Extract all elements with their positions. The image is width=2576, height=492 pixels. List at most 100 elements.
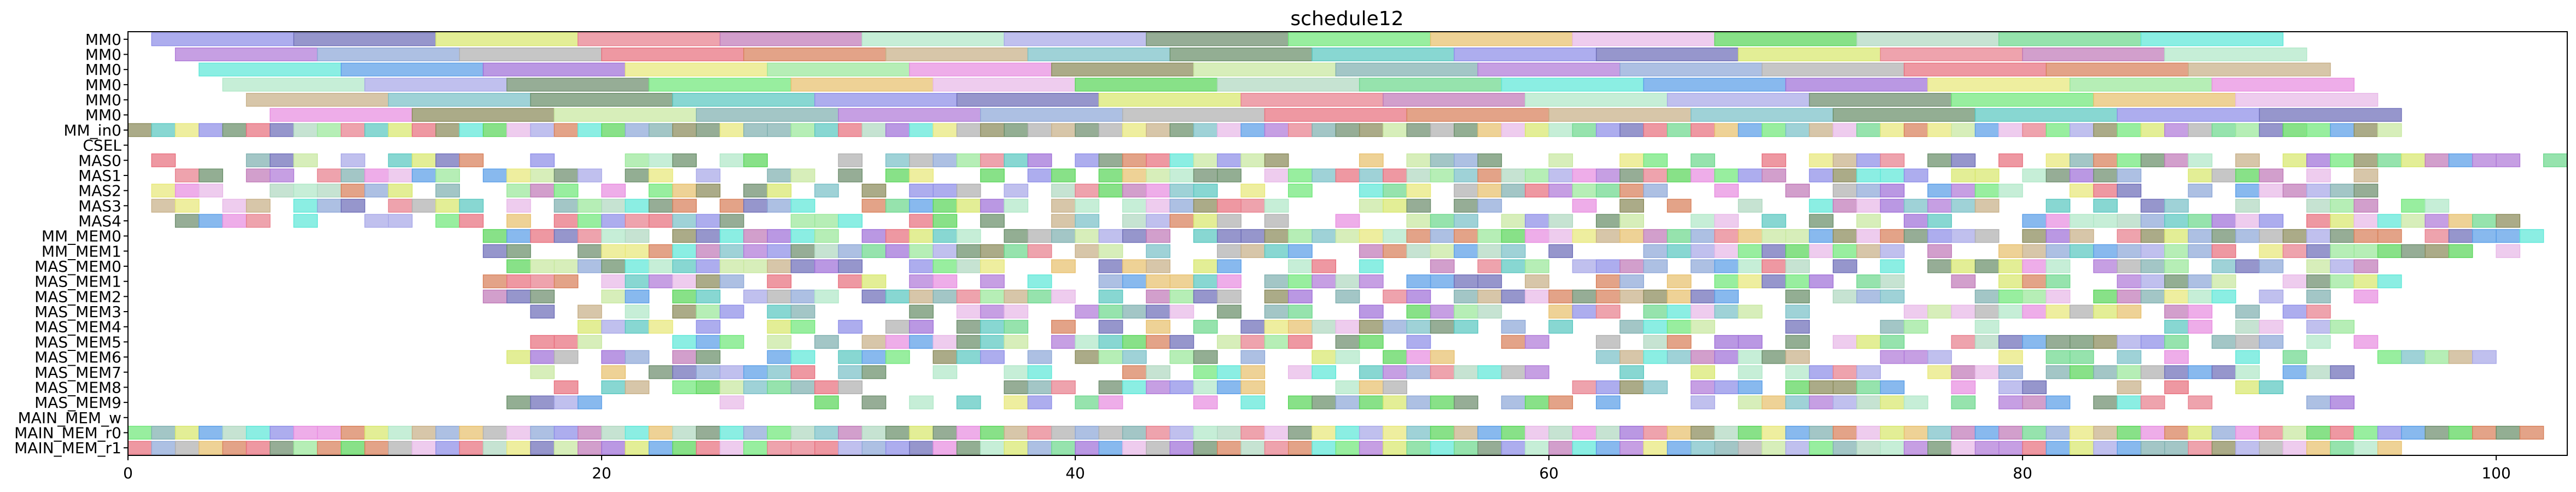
task-cell (1786, 336, 1809, 349)
task-cell (1715, 426, 1738, 440)
task-cell (1241, 230, 1264, 243)
task-cell (2165, 199, 2188, 212)
task-cell (1951, 124, 1975, 137)
task-cell (2094, 336, 2117, 349)
task-cell (2307, 441, 2330, 454)
task-bar (1549, 108, 1691, 121)
task-cell (815, 260, 838, 273)
task-cell (2330, 199, 2354, 212)
task-cell (1217, 366, 1241, 379)
task-cell (531, 336, 554, 349)
task-cell (2023, 214, 2046, 227)
task-cell (910, 230, 933, 243)
task-cell (2520, 426, 2543, 440)
task-cell (1004, 245, 1028, 258)
task-cell (649, 426, 673, 440)
task-cell (1738, 441, 1762, 454)
task-cell (1241, 336, 1264, 349)
task-cell (625, 260, 649, 273)
task-cell (1431, 320, 1454, 333)
task-cell (294, 214, 317, 227)
task-cell (1999, 184, 2023, 197)
task-cell (1928, 245, 1951, 258)
task-cell (2141, 199, 2165, 212)
task-bar (767, 63, 910, 76)
task-cell (1999, 350, 2023, 364)
task-cell (1525, 336, 1549, 349)
task-cell (1762, 124, 1786, 137)
task-cell (815, 184, 838, 197)
task-cell (838, 260, 862, 273)
task-cell (1501, 169, 1525, 182)
task-cell (957, 336, 981, 349)
task-cell (767, 336, 791, 349)
task-cell (270, 426, 294, 440)
task-cell (1549, 426, 1572, 440)
task-cell (2070, 154, 2094, 167)
task-bar (578, 33, 720, 46)
task-cell (247, 169, 270, 182)
task-cell (1028, 124, 1051, 137)
task-cell (1525, 441, 1549, 454)
task-cell (2094, 124, 2117, 137)
task-cell (1572, 184, 1596, 197)
task-cell (1289, 260, 1312, 273)
task-cell (554, 381, 578, 394)
task-cell (886, 199, 910, 212)
task-cell (2046, 290, 2070, 303)
task-cell (933, 260, 957, 273)
task-cell (696, 214, 720, 227)
task-cell (1241, 320, 1264, 333)
task-cell (2188, 305, 2212, 318)
task-cell (1549, 396, 1572, 409)
task-cell (1360, 245, 1383, 258)
task-cell (1786, 426, 1809, 440)
task-cell (247, 426, 270, 440)
task-cell (838, 350, 862, 364)
task-cell (247, 441, 270, 454)
task-cell (767, 169, 791, 182)
task-cell (1643, 290, 1667, 303)
task-cell (2307, 230, 2330, 243)
task-cell (1123, 230, 1146, 243)
task-cell (981, 305, 1004, 318)
task-cell (1289, 245, 1312, 258)
task-cell (1217, 245, 1241, 258)
task-cell (1809, 441, 1833, 454)
task-cell (767, 320, 791, 333)
task-cell (1809, 426, 1833, 440)
task-cell (862, 245, 885, 258)
task-cell (507, 275, 531, 288)
task-cell (1360, 396, 1383, 409)
row-label: MAIN_MEM_r1 (14, 439, 121, 457)
task-cell (1691, 350, 1715, 364)
task-cell (720, 381, 744, 394)
task-cell (1975, 305, 1998, 318)
task-cell (1857, 184, 1880, 197)
task-cell (1904, 214, 1928, 227)
task-cell (1715, 230, 1738, 243)
task-cell (1312, 366, 1336, 379)
task-cell (1809, 214, 1833, 227)
task-cell (578, 396, 602, 409)
task-cell (767, 260, 791, 273)
task-cell (910, 320, 933, 333)
task-cell (1289, 305, 1312, 318)
task-cell (412, 199, 436, 212)
task-cell (2283, 154, 2306, 167)
task-cell (1738, 199, 1762, 212)
task-cell (1668, 336, 1691, 349)
task-cell (1975, 320, 1998, 333)
task-cell (1525, 184, 1549, 197)
task-bar (341, 63, 483, 76)
task-cell (436, 441, 459, 454)
task-cell (696, 366, 720, 379)
task-cell (744, 290, 767, 303)
task-bar (1217, 78, 1360, 91)
task-cell (1360, 154, 1383, 167)
task-cell (1620, 350, 1643, 364)
task-cell (1857, 426, 1880, 440)
task-cell (1691, 154, 1715, 167)
task-cell (1999, 305, 2023, 318)
task-cell (1028, 426, 1051, 440)
